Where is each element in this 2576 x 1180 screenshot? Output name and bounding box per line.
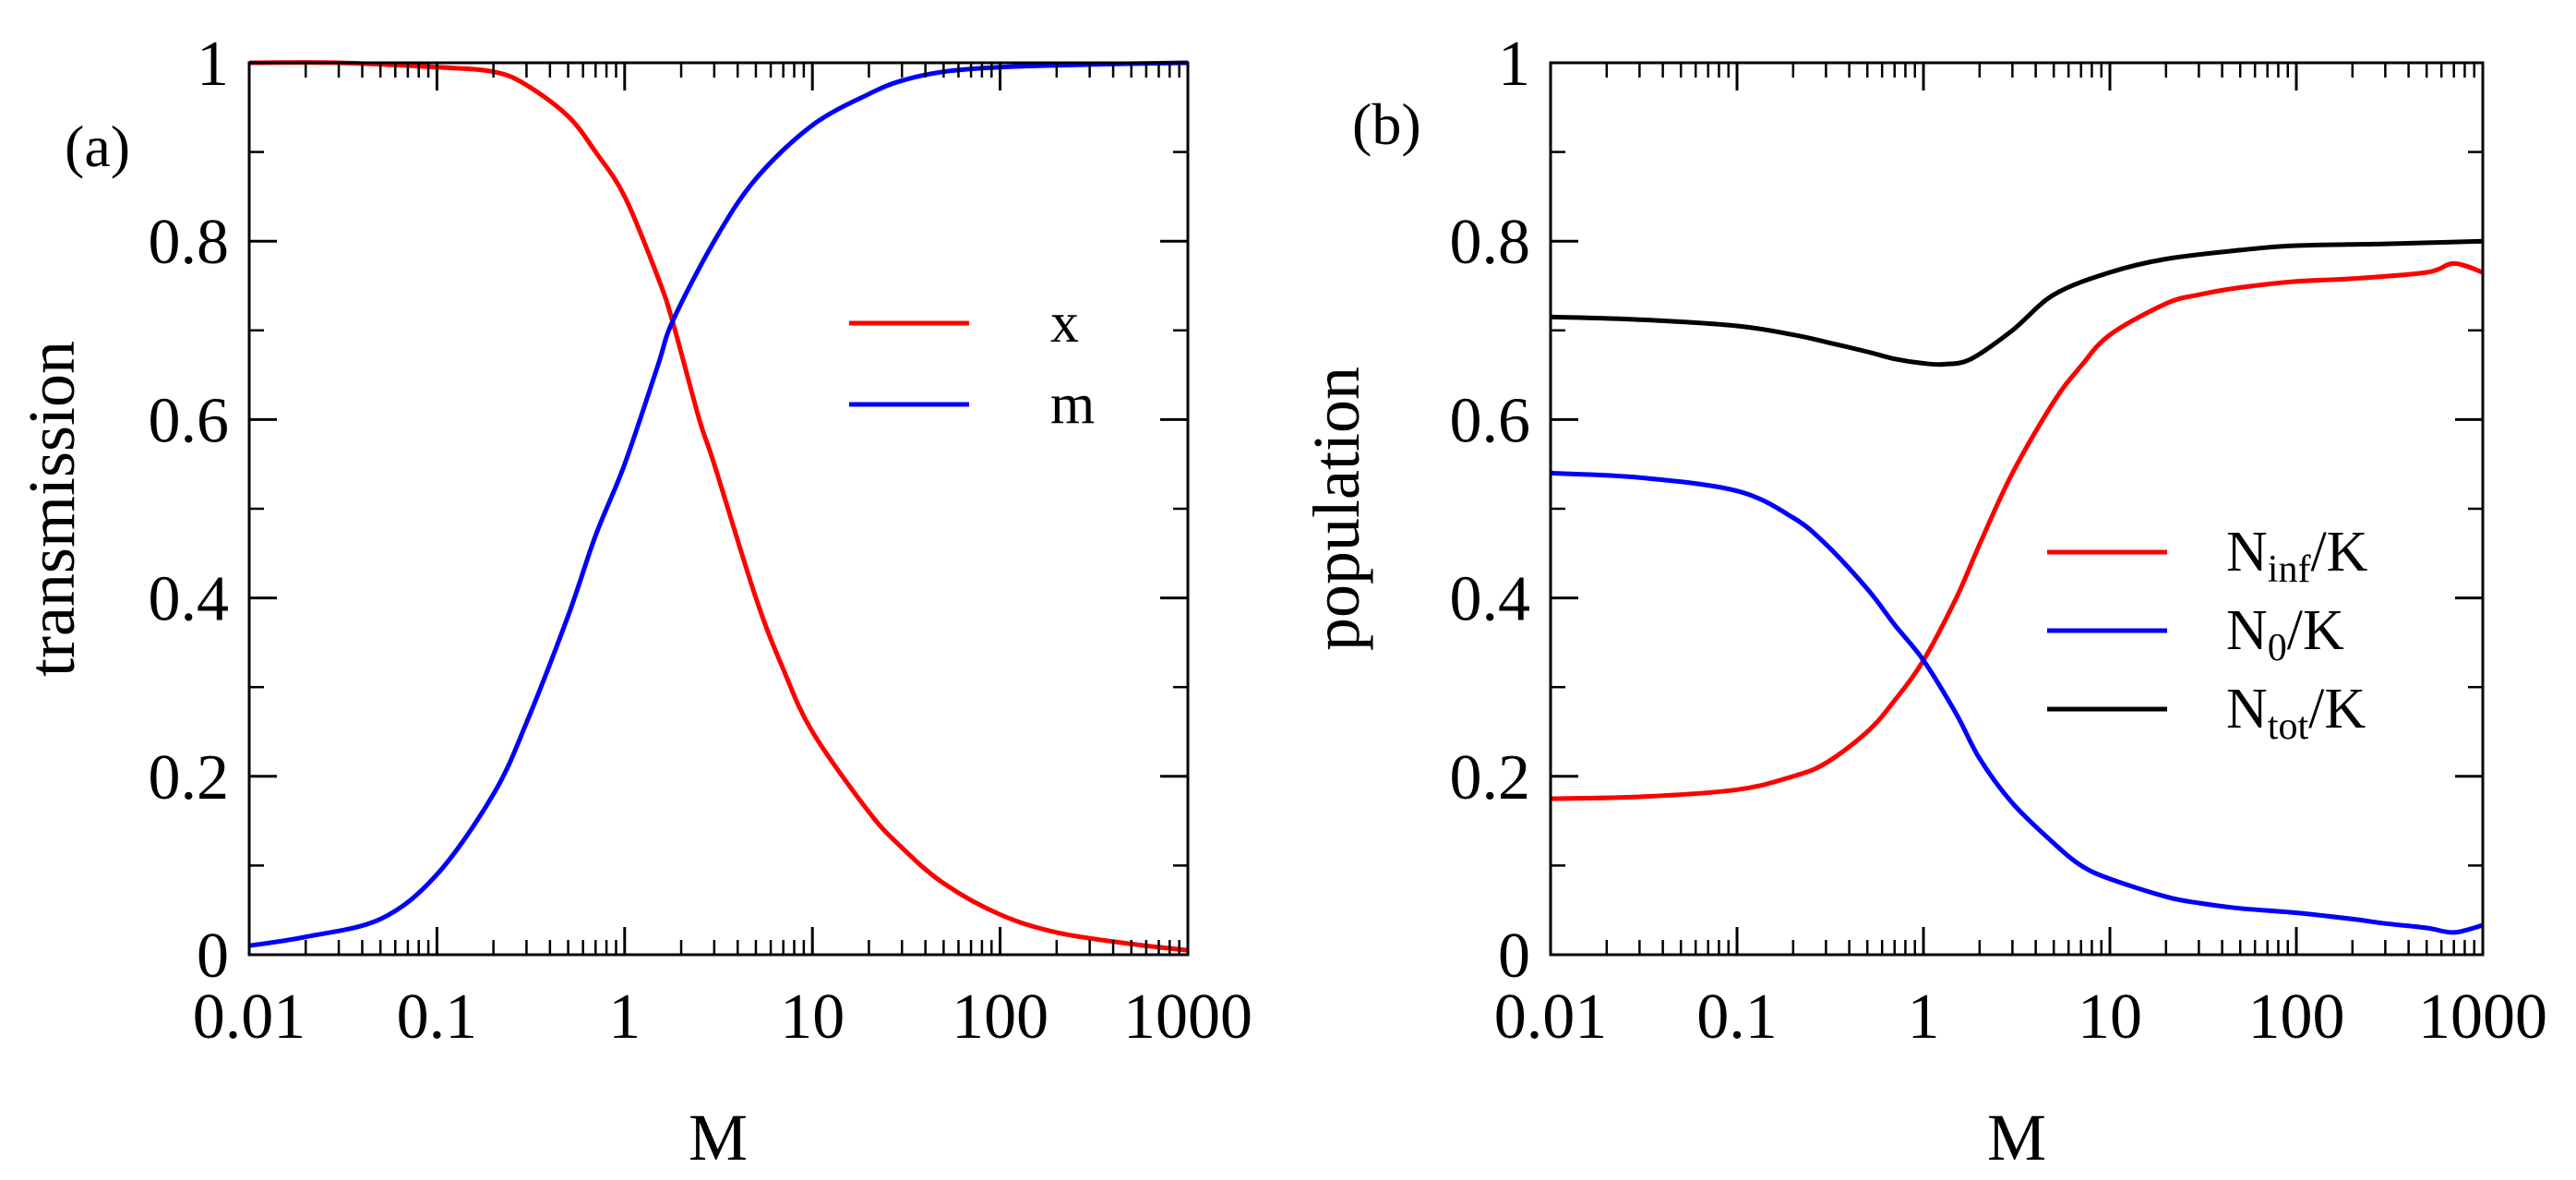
panel-a-chart: 0.01 0.1 1 10 100 1000 0 0.2 0.4 0.6 0.8 1 (a) M t… — [15, 29, 1252, 1174]
panel-a-legend: x m — [849, 292, 1095, 436]
legend-x-label: x — [1050, 292, 1079, 355]
panel-a-y-tick-label: 0.2 — [149, 742, 230, 813]
panel-a-y-axis-label: transmission — [15, 341, 89, 677]
panel-b-curves — [1550, 238, 2484, 935]
panel-b-major-ticks — [1549, 61, 2485, 957]
panel-a-y-tick-labels: 0 0.2 0.4 0.6 0.8 1 — [149, 29, 230, 992]
panel-a-x-axis-label: M — [689, 1101, 748, 1174]
panel-b-y-tick-label: 0.2 — [1450, 742, 1531, 813]
panel-b-frame — [1549, 61, 2485, 957]
panel-b-y-tick-label: 0.4 — [1450, 564, 1531, 635]
legend-ninf-tail: /K — [2310, 521, 2367, 584]
panel-a-minor-ticks — [249, 63, 1188, 955]
legend-ninf-main: N — [2226, 521, 2268, 584]
legend-n0-sub: 0 — [2268, 627, 2287, 669]
panel-a-major-ticks — [247, 61, 1190, 957]
panel-b-y-tick-label: 0.8 — [1450, 207, 1531, 278]
panel-a-x-tick-label: 0.01 — [193, 981, 306, 1053]
panel-b-series-n-tot-k-line — [1550, 238, 2484, 367]
panel-a-x-tick-labels: 0.01 0.1 1 10 100 1000 — [193, 981, 1252, 1053]
legend-ntot-tail: /K — [2308, 678, 2366, 741]
panel-a-y-tick-label: 0.6 — [149, 385, 230, 456]
panel-b-x-tick-label: 1 — [1908, 981, 1940, 1053]
panel-a-x-tick-label: 0.1 — [397, 981, 478, 1053]
legend-ntot-sub: tot — [2268, 705, 2309, 748]
legend-n0-tail: /K — [2287, 599, 2344, 662]
panel-a-frame — [247, 61, 1190, 957]
panel-a-x-tick-label: 100 — [952, 981, 1048, 1053]
panel-a-series-m-line — [248, 60, 1189, 948]
panel-b-y-tick-label: 1 — [1498, 29, 1530, 100]
panel-b-x-axis-label: M — [1987, 1101, 2046, 1174]
panel-b-legend: Ninf/K N0/K Ntot/K — [2047, 521, 2368, 748]
panel-b-x-tick-label: 0.1 — [1696, 981, 1778, 1053]
panel-a-y-tick-label: 0 — [197, 921, 229, 992]
legend-m-label: m — [1050, 373, 1095, 436]
panel-a-x-tick-label: 10 — [780, 981, 845, 1053]
panel-b-x-tick-label: 1000 — [2418, 981, 2547, 1053]
panel-a-y-tick-label: 1 — [197, 29, 229, 100]
panel-b-y-tick-label: 0.6 — [1450, 385, 1531, 456]
panel-a-y-tick-label: 0.8 — [149, 207, 230, 278]
legend-ninf-label: Ninf/K — [2226, 521, 2368, 591]
legend-ntot-label: Ntot/K — [2226, 678, 2366, 748]
panel-b-series-n-0-k-line — [1550, 470, 2484, 935]
legend-ninf-sub: inf — [2268, 548, 2311, 591]
panel-b-x-tick-label: 0.01 — [1494, 981, 1608, 1053]
panel-b-x-tick-label: 100 — [2248, 981, 2345, 1053]
panel-b-x-tick-labels: 0.01 0.1 1 10 100 1000 — [1494, 981, 2547, 1053]
panel-b-minor-ticks — [1551, 63, 2483, 955]
legend-n0-main: N — [2226, 599, 2268, 662]
legend-ntot-main: N — [2226, 678, 2268, 741]
panel-b-y-tick-label: 0 — [1498, 921, 1530, 992]
panel-b-y-axis-label: population — [1300, 367, 1373, 651]
panel-b-label: (b) — [1352, 91, 1421, 157]
panel-a-x-tick-label: 1000 — [1123, 981, 1252, 1053]
panel-b-y-tick-labels: 0 0.2 0.4 0.6 0.8 1 — [1450, 29, 1531, 992]
panel-b-chart: 0.01 0.1 1 10 100 1000 0 0.2 0.4 0.6 0.8 1 (b) M p… — [1300, 29, 2547, 1174]
panel-a-x-tick-label: 1 — [608, 981, 641, 1053]
panel-b-series-n-inf-k-line — [1550, 260, 2484, 801]
panel-b-x-tick-label: 10 — [2078, 981, 2142, 1053]
panel-a-curves — [248, 60, 1189, 953]
legend-n0-label: N0/K — [2226, 599, 2344, 669]
panel-a-series-x-line — [248, 60, 1189, 953]
panel-a-label: (a) — [65, 114, 130, 179]
panel-a-y-tick-label: 0.4 — [149, 564, 230, 635]
